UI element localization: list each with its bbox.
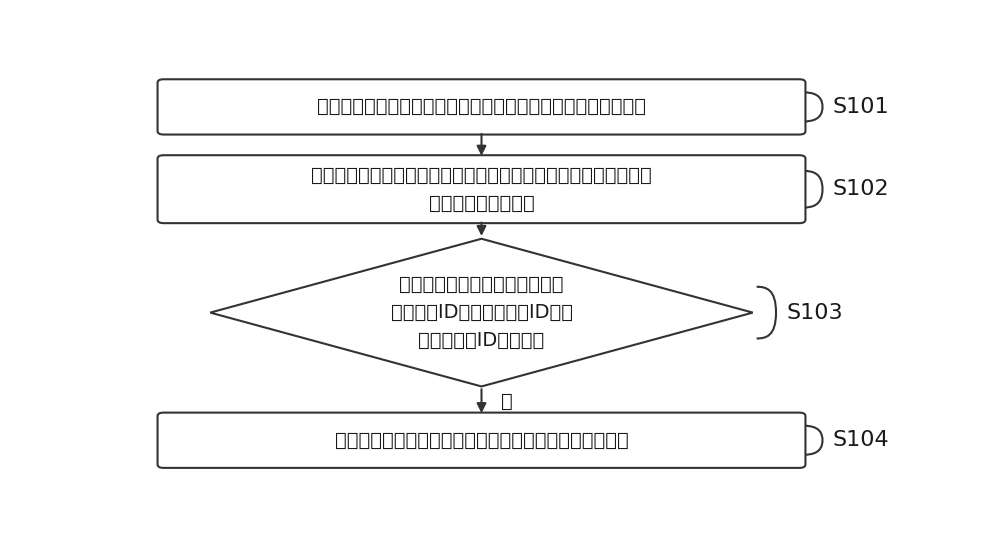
Text: 接收到用户终端通过蓝牙连接发送的订单时，开启电池空闲仓，并
提示放入待更换电池: 接收到用户终端通过蓝牙连接发送的订单时，开启电池空闲仓，并 提示放入待更换电池	[311, 165, 652, 213]
FancyBboxPatch shape	[158, 413, 805, 468]
Text: S103: S103	[786, 302, 843, 323]
Text: 则开启满电电池仓，并提示取出满电电池仓中的满电电池: 则开启满电电池仓，并提示取出满电电池仓中的满电电池	[335, 431, 628, 450]
Text: 是: 是	[501, 392, 513, 410]
Text: S102: S102	[833, 179, 889, 199]
Polygon shape	[210, 239, 753, 386]
Text: S104: S104	[833, 430, 889, 450]
Text: 检测到自身处于离线状态时，接收用户终端发起的蓝牙连接请求: 检测到自身处于离线状态时，接收用户终端发起的蓝牙连接请求	[317, 98, 646, 116]
FancyBboxPatch shape	[158, 155, 805, 223]
FancyBboxPatch shape	[158, 79, 805, 135]
Text: 获取放入空闲电池仓的待更换电
池的第一ID，并判断第一ID与订
单中的第二ID是否一致: 获取放入空闲电池仓的待更换电 池的第一ID，并判断第一ID与订 单中的第二ID是…	[390, 275, 572, 350]
Text: S101: S101	[833, 97, 889, 117]
